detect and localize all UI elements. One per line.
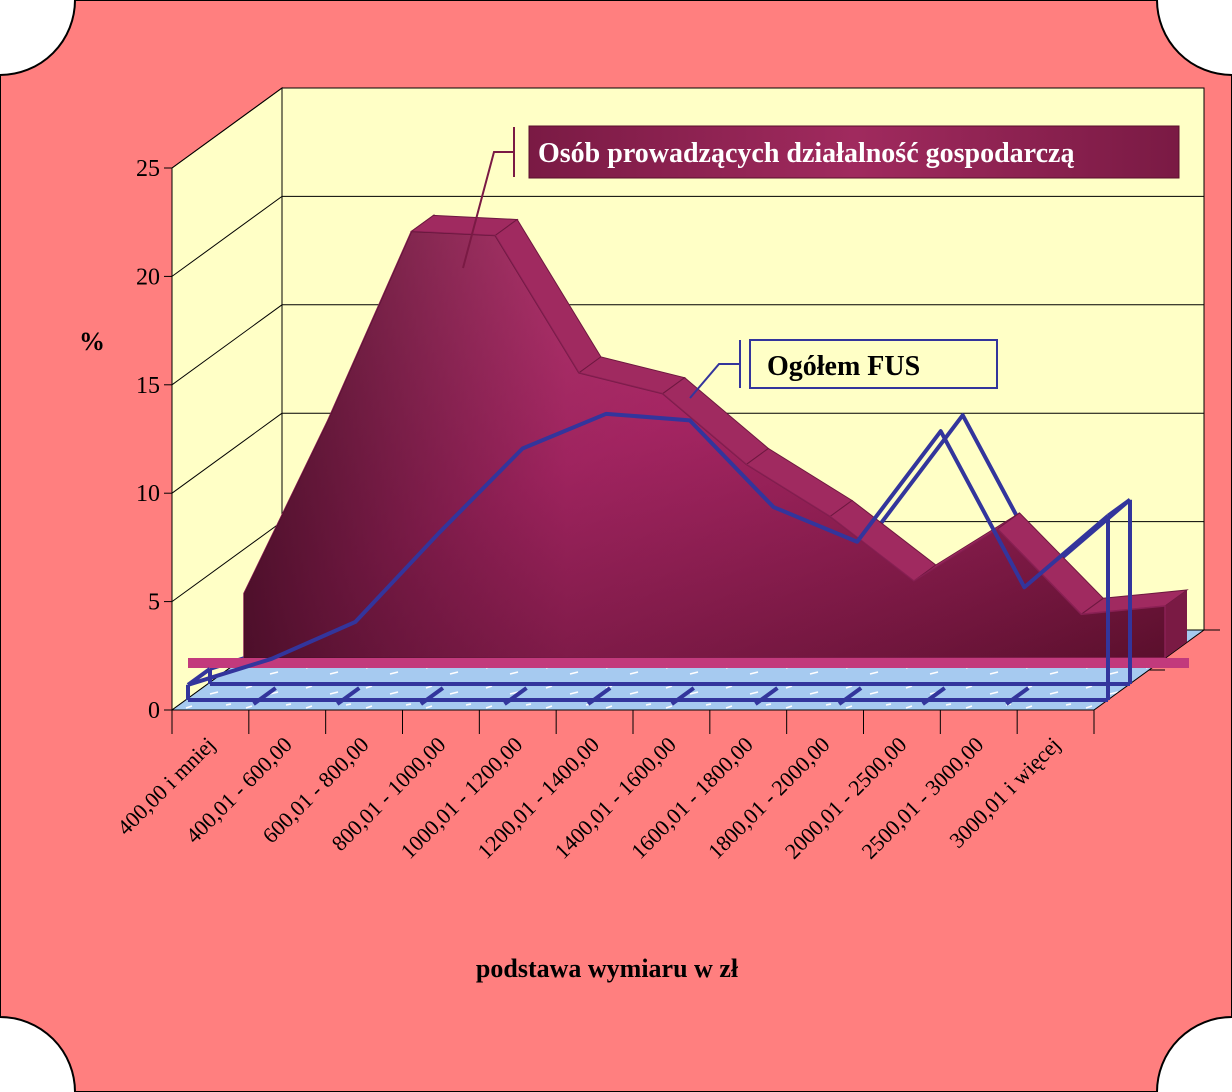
y-tick-label: 10 [136,481,160,507]
fus-ribbon-front [186,411,1132,700]
x-axis-ticks [171,710,1095,734]
fus-floor-rung [336,686,361,706]
fus-end-cap [1106,498,1132,518]
area-shade [244,231,1165,659]
gridline-side [171,304,283,386]
fus-floor-rung [1005,686,1030,706]
y-tick-label: 20 [136,264,160,290]
callout-area-series: Osób prowadzących działalność gospodarcz… [462,125,1180,269]
y-tick-label: 15 [136,373,160,399]
x-axis-label: podstawa wymiaru w zł [476,954,739,983]
gridline-side [171,195,283,277]
fus-floor-rung [503,686,528,706]
label-area-series: Osób prowadzących działalność gospodarcz… [538,138,1074,169]
fus-floor-rung [670,686,695,706]
area-series [188,213,1189,668]
y-axis-label: % [79,327,105,356]
callout-fus-series: Ogółem FUS [689,339,998,399]
fus-floor-rung [252,686,277,706]
fus-floor-rung [837,686,863,706]
y-tick-label: 25 [136,156,160,182]
area-base [188,658,1189,668]
gridline-side [171,412,283,494]
y-tick-label: 5 [148,590,160,616]
fus-floor-rung [921,686,946,706]
y-tick-labels: 0 5 10 15 20 25 [136,156,1220,724]
fus-floor-rung [587,686,612,706]
gridline-side [171,521,283,603]
fus-floor-rung [754,686,779,706]
fus-end-cap [186,667,212,687]
area-end-face [1165,589,1187,658]
label-fus-series: Ogółem FUS [767,351,920,382]
fus-floor-rung [419,686,445,706]
gridline-side [171,87,283,169]
fus-line-front [187,411,1110,687]
y-tick-label: 0 [148,698,160,724]
